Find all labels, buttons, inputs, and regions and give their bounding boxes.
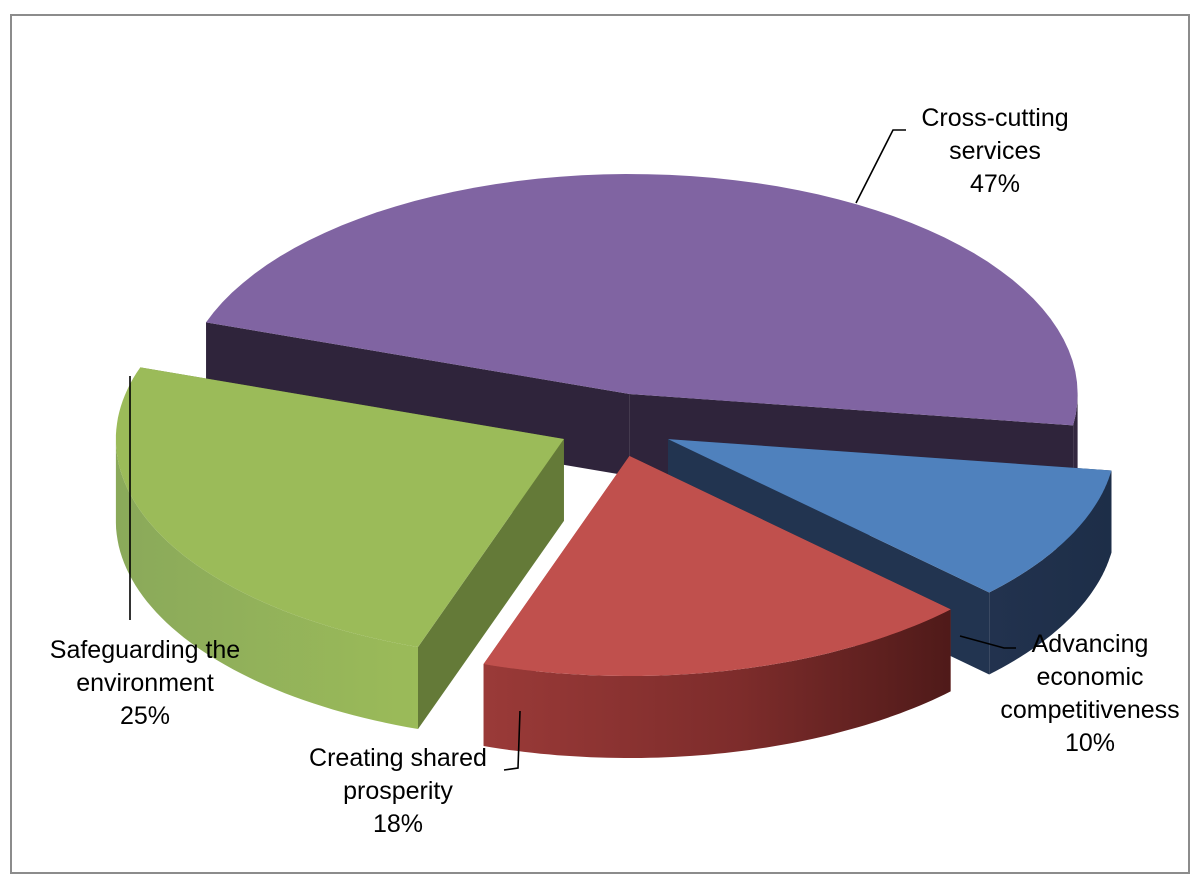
leader-line-cross-cutting-services	[855, 129, 906, 204]
label-creating-shared-prosperity-line: 18%	[373, 810, 423, 838]
label-creating-shared-prosperity-line: prosperity	[343, 777, 453, 805]
leader-line-creating-shared-prosperity	[503, 710, 521, 771]
label-advancing-economic-competitiveness: Advancing economic competitiveness 10%	[1000, 630, 1179, 757]
slice-safeguarding-the-environment-top	[115, 367, 564, 647]
slice-cross-cutting-services-top	[206, 174, 1078, 426]
label-safeguarding-the-environment-line: Safeguarding the	[50, 636, 240, 664]
slice-safeguarding-the-environment-rim-1	[115, 435, 419, 729]
label-advancing-economic-competitiveness-line: Advancing	[1032, 630, 1149, 658]
label-creating-shared-prosperity: Creating shared prosperity 18%	[309, 744, 487, 838]
slice-creating-shared-prosperity-top	[483, 456, 951, 676]
label-cross-cutting-services: Cross-cutting services 47%	[921, 104, 1068, 198]
label-safeguarding-the-environment-line: environment	[76, 669, 214, 697]
slice-safeguarding-the-environment	[115, 367, 564, 729]
slice-advancing-economic-competitiveness-top	[668, 439, 1112, 593]
label-cross-cutting-services-line: 47%	[970, 170, 1020, 198]
label-advancing-economic-competitiveness-line: economic	[1037, 663, 1144, 691]
leader-line-advancing-economic-competitiveness	[959, 635, 1016, 649]
label-advancing-economic-competitiveness-line: competitiveness	[1000, 696, 1179, 724]
label-safeguarding-the-environment: Safeguarding the environment 25%	[50, 636, 240, 730]
label-advancing-economic-competitiveness-line: 10%	[1065, 729, 1115, 757]
label-cross-cutting-services-line: services	[949, 137, 1041, 165]
label-safeguarding-the-environment-line: 25%	[120, 702, 170, 730]
label-cross-cutting-services-line: Cross-cutting	[921, 104, 1068, 132]
slice-creating-shared-prosperity	[483, 456, 951, 758]
slice-advancing-economic-competitiveness-rim-1	[989, 470, 1112, 675]
slice-creating-shared-prosperity-rim-1	[483, 609, 951, 758]
label-creating-shared-prosperity-line: Creating shared	[309, 744, 487, 772]
